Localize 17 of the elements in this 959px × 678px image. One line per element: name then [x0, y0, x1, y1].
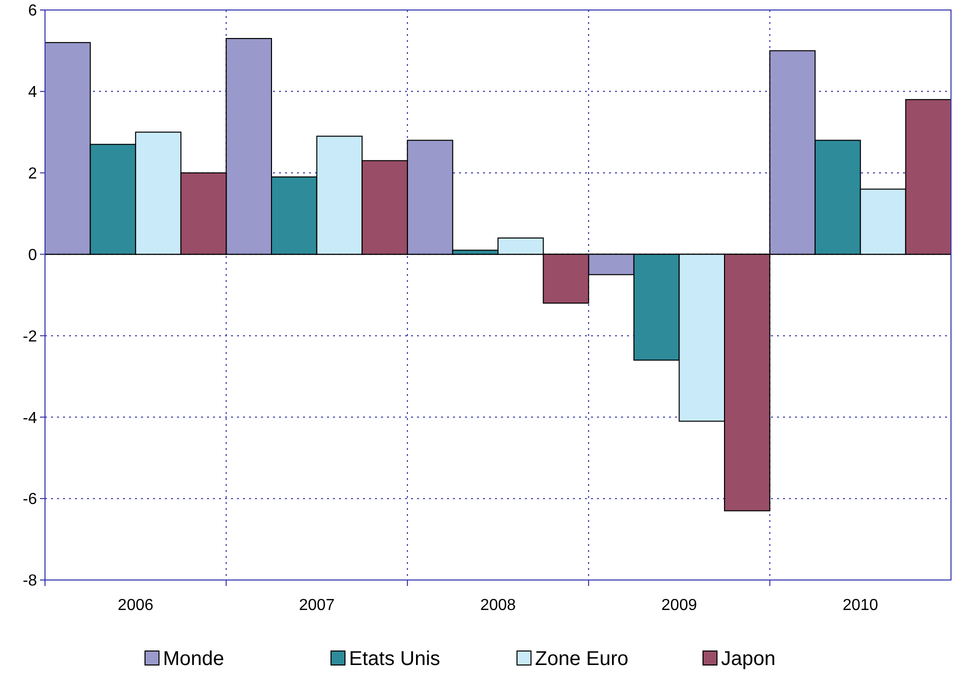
y-tick-label: -4	[22, 410, 38, 427]
legend-label: Etats Unis	[349, 648, 440, 670]
legend-label: Zone Euro	[535, 648, 628, 670]
x-tick-label: 2009	[661, 597, 698, 614]
legend-label: Japon	[721, 648, 776, 670]
y-tick-label: -6	[22, 491, 38, 508]
y-tick-label: -2	[22, 328, 38, 346]
x-tick-label: 2008	[480, 597, 516, 614]
x-tick-label: 2010	[842, 597, 878, 614]
legend-label: Monde	[163, 648, 224, 670]
y-tick-label: 2	[28, 165, 38, 182]
x-tick-label: 2006	[118, 597, 154, 614]
y-tick-label: -8	[22, 572, 38, 590]
y-tick-label: 4	[28, 84, 38, 102]
y-tick-label: 0	[28, 246, 38, 264]
x-tick-label: 2007	[299, 597, 335, 614]
y-tick-label: 6	[28, 2, 38, 20]
